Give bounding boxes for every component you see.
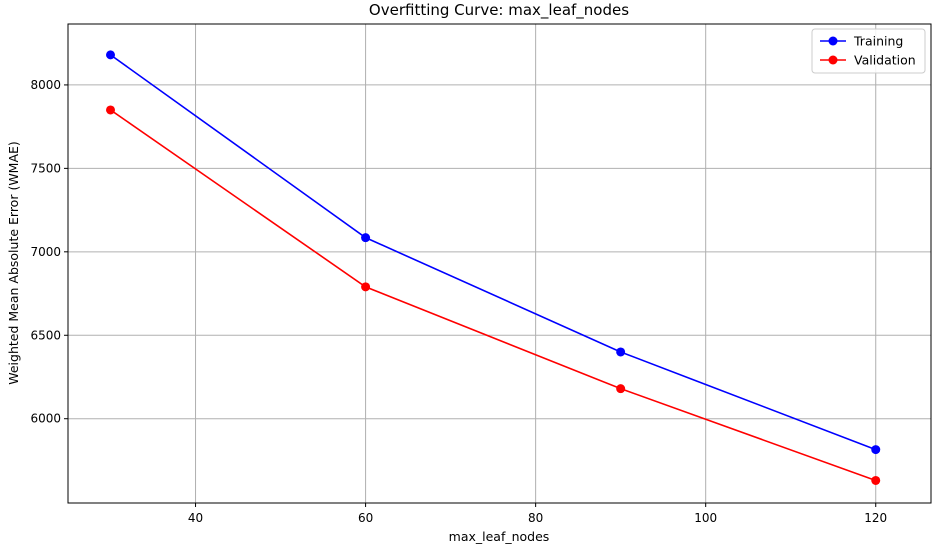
y-tick-label: 8000 bbox=[30, 78, 61, 92]
x-tick-label: 40 bbox=[188, 511, 203, 525]
y-axis-label: Weighted Mean Absolute Error (WMAE) bbox=[6, 141, 21, 385]
validation-point bbox=[616, 384, 626, 394]
validation-line bbox=[110, 109, 877, 482]
x-tick-label: 80 bbox=[528, 511, 543, 525]
training-point bbox=[361, 233, 371, 243]
grid bbox=[68, 24, 931, 503]
legend-validation-marker bbox=[828, 55, 838, 65]
legend-validation-label: Validation bbox=[854, 53, 916, 68]
x-tick-label: 60 bbox=[358, 511, 373, 525]
x-axis-label: max_leaf_nodes bbox=[449, 529, 550, 544]
training-point bbox=[616, 347, 626, 357]
series-layer bbox=[106, 50, 881, 485]
y-tick-label: 7000 bbox=[30, 245, 61, 259]
legend-box bbox=[811, 28, 926, 74]
training-point bbox=[871, 445, 881, 455]
legend-training-label: Training bbox=[853, 34, 903, 49]
validation-point bbox=[871, 475, 881, 485]
training-line bbox=[110, 54, 877, 451]
plot-frame bbox=[67, 23, 932, 504]
validation-point bbox=[361, 282, 371, 292]
legend: Training Validation bbox=[811, 28, 926, 74]
y-tick-label: 6500 bbox=[30, 328, 61, 342]
ticks: 40 60 80 100 120 6000 6500 7000 7500 8000 bbox=[30, 78, 887, 525]
y-tick-label: 6000 bbox=[30, 412, 61, 426]
x-tick-label: 100 bbox=[694, 511, 717, 525]
x-tick-label: 120 bbox=[864, 511, 887, 525]
chart-title: Overfitting Curve: max_leaf_nodes bbox=[369, 1, 629, 20]
training-point bbox=[106, 50, 116, 60]
legend-training-marker bbox=[828, 36, 838, 46]
validation-point bbox=[106, 105, 116, 115]
y-tick-label: 7500 bbox=[30, 161, 61, 175]
